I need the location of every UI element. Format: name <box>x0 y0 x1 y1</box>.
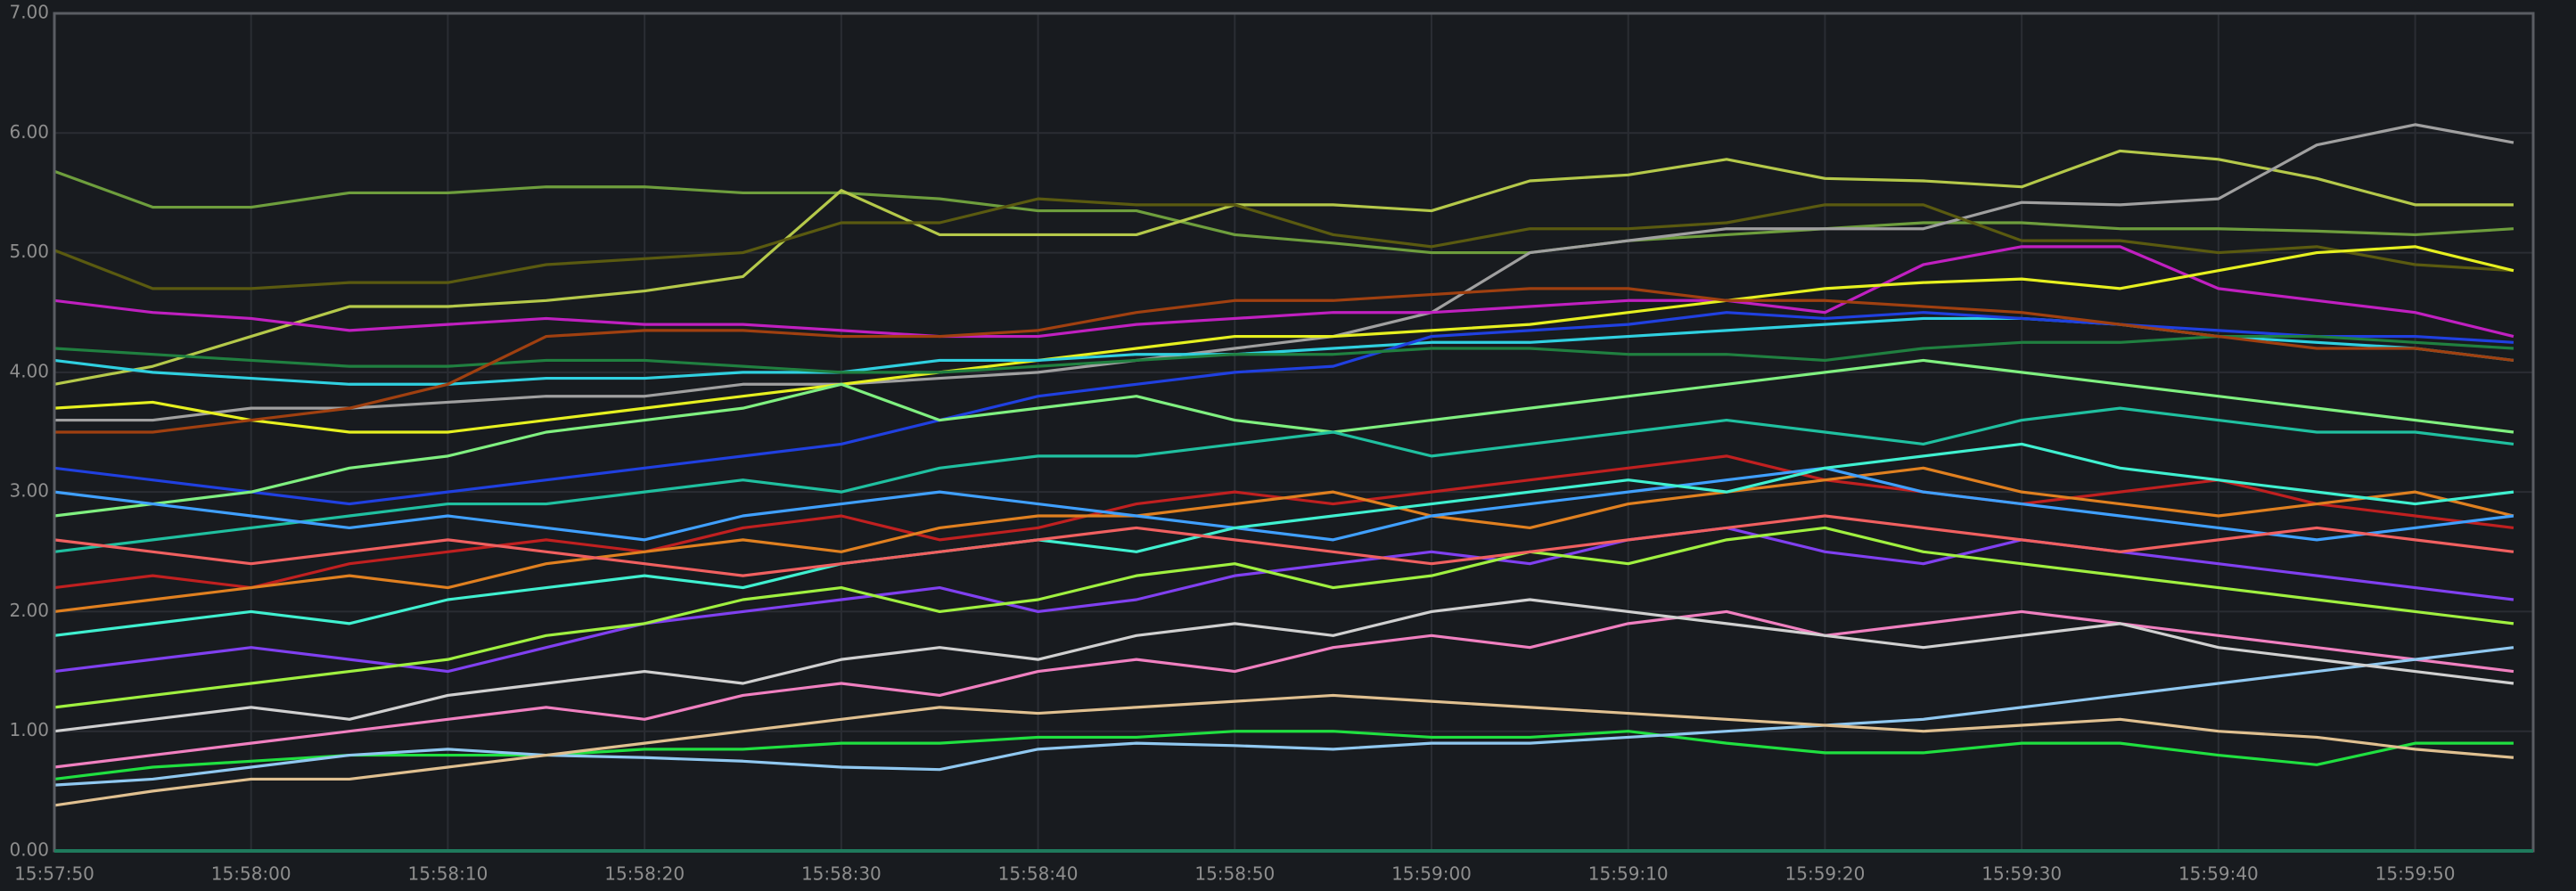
x-tick-label: 15:58:40 <box>998 863 1079 885</box>
series-line <box>53 406 2514 553</box>
series-line <box>53 693 2514 807</box>
series-line <box>54 287 2514 434</box>
x-tick-label: 15:59:50 <box>2375 863 2456 885</box>
x-tick-label: 15:59:10 <box>1588 863 1669 885</box>
series-line <box>53 245 2514 339</box>
series-line <box>53 730 2514 781</box>
series-line <box>53 466 2514 614</box>
series-line <box>53 169 2514 255</box>
series-line <box>53 197 2514 290</box>
series-line <box>53 598 2514 733</box>
y-tick-label: 0.00 <box>9 839 49 861</box>
x-tick-label: 15:58:50 <box>1194 863 1275 885</box>
series-line <box>54 123 2514 422</box>
series-line <box>53 646 2514 787</box>
series-line <box>53 358 2514 518</box>
x-tick-label: 15:59:30 <box>1981 863 2062 885</box>
x-tick-label: 15:58:30 <box>801 863 882 885</box>
y-tick-label: 4.00 <box>9 360 49 381</box>
x-tick-label: 15:59:00 <box>1391 863 1472 885</box>
x-tick-label: 15:59:20 <box>1785 863 1866 885</box>
series-line <box>53 526 2514 709</box>
x-tick-label: 15:57:50 <box>14 863 94 885</box>
y-tick-label: 3.00 <box>9 480 49 502</box>
x-tick-label: 15:59:40 <box>2178 863 2259 885</box>
series-line <box>53 442 2514 637</box>
x-tick-label: 15:58:20 <box>604 863 685 885</box>
series-line <box>53 334 2514 374</box>
y-tick-label: 2.00 <box>9 600 49 621</box>
series-line <box>53 466 2514 542</box>
y-tick-label: 1.00 <box>9 719 49 740</box>
y-tick-label: 7.00 <box>9 2 49 23</box>
series-line <box>53 149 2514 386</box>
series-line <box>53 609 2514 769</box>
y-tick-label: 5.00 <box>9 241 49 262</box>
tick-labels: 0.00 1.00 2.00 3.00 4.00 5.00 6.00 7.00 15:57:50… <box>9 2 2455 885</box>
series-lines <box>53 123 2514 807</box>
series-line <box>53 245 2514 434</box>
y-tick-label: 6.00 <box>9 121 49 143</box>
series-line <box>53 514 2514 577</box>
x-tick-label: 15:58:10 <box>408 863 488 885</box>
x-tick-label: 15:58:00 <box>211 863 291 885</box>
